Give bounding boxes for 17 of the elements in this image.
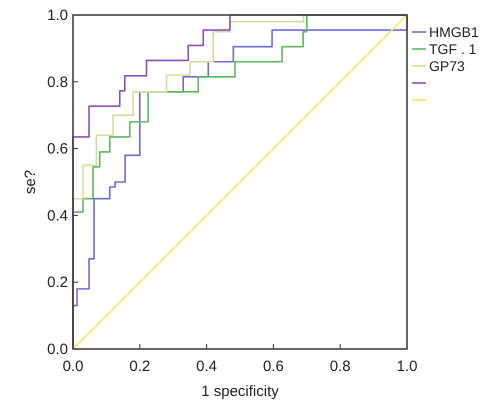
x-axis-title: 1 specificity [201,383,280,400]
y-tick-label: 1.0 [47,7,68,24]
x-tick-label: 0.8 [330,358,351,375]
y-axis-title: se? [22,170,39,194]
x-tick-label: 0.6 [262,358,284,375]
x-tick-label: 1.0 [396,358,418,375]
legend-label: TGF . 1 [429,41,477,57]
y-tick-label: 0.8 [47,74,68,91]
y-tick-label: 0.6 [47,140,68,158]
y-tick-label: 0.4 [47,207,68,224]
y-tick-label: 0.0 [47,341,68,358]
x-tick-label: 0.0 [62,358,84,375]
legend-label: HMGB1 [429,24,479,40]
legend-label: GP73 [429,58,466,74]
x-tick-label: 0.2 [129,358,150,375]
x-tick-label: 0.4 [196,358,218,375]
y-tick-label: 0.2 [47,274,68,292]
